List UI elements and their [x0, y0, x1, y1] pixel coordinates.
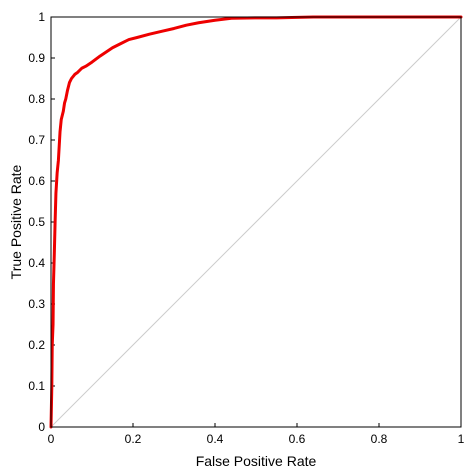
x-axis-title: False Positive Rate [196, 453, 317, 469]
x-axis-ticks: 0 0.2 0.4 0.6 0.8 1 [48, 423, 465, 446]
roc-curve-line [49, 15, 463, 429]
y-tick-label: 1 [38, 10, 45, 24]
y-tick-label: 0.9 [28, 51, 45, 65]
y-tick-label: 0.7 [28, 133, 45, 147]
y-tick-label: 0.3 [28, 297, 45, 311]
y-tick-label: 0.1 [28, 379, 45, 393]
x-tick-label: 0.4 [207, 432, 224, 446]
y-axis-title: True Positive Rate [8, 164, 24, 279]
chance-diagonal-line [50, 16, 462, 428]
y-tick-label: 0.8 [28, 92, 45, 106]
x-tick-label: 0 [48, 432, 55, 446]
y-tick-label: 0.4 [28, 256, 45, 270]
axes-frame [50, 16, 462, 428]
y-tick-label: 0.2 [28, 338, 45, 352]
y-tick-label: 0.5 [28, 215, 45, 229]
y-axis-ticks: 0 0.1 0.2 0.3 0.4 0.5 0.6 0.7 0.8 0.9 1 [28, 10, 55, 434]
y-tick-label: 0.6 [28, 174, 45, 188]
x-tick-label: 0.2 [125, 432, 142, 446]
x-tick-label: 0.6 [289, 432, 306, 446]
x-tick-label: 0.8 [371, 432, 388, 446]
y-tick-label: 0 [38, 420, 45, 434]
x-tick-label: 1 [458, 432, 465, 446]
